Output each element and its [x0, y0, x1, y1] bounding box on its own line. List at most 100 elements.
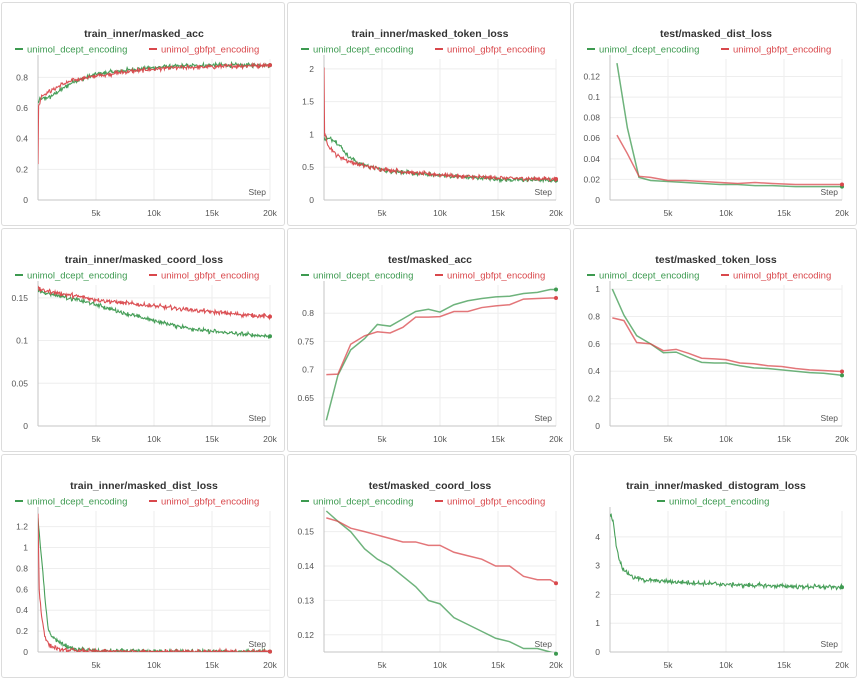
x-tick-label: 5k — [378, 660, 388, 670]
x-tick-label: 5k — [664, 434, 674, 444]
x-tick-label: 5k — [378, 434, 388, 444]
legend-item[interactable]: unimol_gbfpt_encoding — [435, 271, 545, 282]
y-tick-label: 1 — [595, 284, 600, 294]
y-tick-label: 0.13 — [297, 595, 314, 605]
y-tick-label: 0.4 — [16, 605, 28, 615]
chart-svg: test/masked_token_loss unimol_dcept_encod… — [587, 254, 850, 444]
x-axis-label: Step — [821, 187, 839, 197]
x-tick-label: 15k — [491, 660, 505, 670]
x-tick-label: 15k — [777, 660, 791, 670]
x-axis-label: Step — [821, 413, 839, 423]
legend-label: unimol_gbfpt_encoding — [447, 271, 545, 282]
legend-item[interactable]: unimol_dcept_encoding — [587, 45, 699, 56]
y-tick-label: 0.06 — [583, 133, 600, 143]
x-tick-label: 20k — [549, 208, 563, 218]
x-tick-label: 15k — [491, 434, 505, 444]
y-tick-label: 0.14 — [297, 561, 314, 571]
legend-item[interactable]: unimol_gbfpt_encoding — [721, 45, 831, 56]
series-line[interactable] — [611, 288, 843, 377]
legend-item[interactable]: unimol_gbfpt_encoding — [149, 271, 259, 282]
y-tick-label: 0.6 — [16, 103, 28, 113]
series-line[interactable] — [38, 61, 271, 165]
chart-svg: test/masked_acc unimol_dcept_encoding unim… — [297, 254, 563, 444]
series-line[interactable] — [616, 63, 842, 188]
y-tick-label: 0.4 — [588, 366, 600, 376]
y-tick-label: 0.5 — [302, 162, 314, 172]
legend-item[interactable]: unimol_dcept_encoding — [301, 45, 413, 56]
series-line[interactable] — [326, 297, 556, 376]
x-axis-label: Step — [535, 413, 553, 423]
series-line[interactable] — [325, 288, 556, 421]
series-line[interactable] — [325, 510, 556, 654]
x-tick-label: 10k — [433, 208, 447, 218]
legend-item[interactable]: unimol_gbfpt_encoding — [721, 271, 831, 282]
series-line[interactable] — [326, 517, 557, 584]
series-line[interactable] — [324, 67, 557, 183]
series-line[interactable] — [38, 285, 271, 321]
legend-item[interactable]: unimol_gbfpt_encoding — [435, 497, 545, 508]
y-tick-label: 0.4 — [16, 134, 28, 144]
y-tick-label: 0.65 — [297, 393, 314, 403]
x-tick-label: 5k — [92, 208, 102, 218]
y-tick-label: 0.2 — [16, 164, 28, 174]
chart-panel: train_inner/masked_dist_loss unimol_dcept… — [1, 454, 285, 678]
chart-panel: test/masked_dist_loss unimol_dcept_encodi… — [573, 2, 857, 226]
series-line[interactable] — [38, 513, 270, 655]
legend-item[interactable]: unimol_gbfpt_encoding — [149, 497, 259, 508]
legend-item[interactable]: unimol_dcept_encoding — [15, 271, 127, 282]
series-end-point — [268, 649, 272, 654]
y-tick-label: 0.8 — [16, 72, 28, 82]
legend-item[interactable]: unimol_dcept_encoding — [15, 45, 127, 56]
legend-item[interactable]: unimol_dcept_encoding — [15, 497, 127, 508]
chart-svg: test/masked_dist_loss unimol_dcept_encodi… — [583, 28, 849, 218]
x-tick-label: 20k — [549, 660, 563, 670]
y-tick-label: 0.2 — [588, 394, 600, 404]
y-tick-label: 0 — [595, 195, 600, 205]
legend-item[interactable]: unimol_dcept_encoding — [587, 271, 699, 282]
series-end-point — [554, 287, 558, 292]
series-end-point — [554, 581, 558, 586]
legend-label: unimol_gbfpt_encoding — [733, 45, 831, 56]
y-tick-label: 3 — [595, 561, 600, 571]
y-tick-label: 0 — [309, 195, 314, 205]
legend-item[interactable]: unimol_gbfpt_encoding — [435, 45, 545, 56]
chart-title: train_inner/masked_dist_loss — [70, 480, 218, 492]
series-end-point — [840, 182, 844, 187]
y-tick-label: 0.2 — [16, 626, 28, 636]
x-tick-label: 20k — [835, 434, 849, 444]
legend-label: unimol_dcept_encoding — [313, 497, 413, 508]
legend-item[interactable]: unimol_dcept_encoding — [657, 497, 769, 508]
chart-svg: train_inner/masked_acc unimol_dcept_encod… — [15, 28, 278, 218]
y-tick-label: 1 — [23, 543, 28, 553]
chart-panel: train_inner/masked_coord_loss unimol_dcep… — [1, 228, 285, 452]
series-line[interactable] — [616, 134, 842, 186]
y-tick-label: 0 — [23, 421, 28, 431]
series-line[interactable] — [612, 317, 843, 373]
x-tick-label: 10k — [147, 660, 161, 670]
x-tick-label: 5k — [664, 208, 674, 218]
x-tick-label: 15k — [205, 660, 219, 670]
x-axis-label: Step — [535, 639, 553, 649]
series-line[interactable] — [38, 287, 271, 340]
legend-item[interactable]: unimol_dcept_encoding — [301, 271, 413, 282]
series-line[interactable] — [610, 512, 843, 591]
y-tick-label: 0.05 — [11, 378, 28, 388]
chart-title: test/masked_token_loss — [655, 254, 777, 266]
y-tick-label: 0.8 — [588, 311, 600, 321]
x-axis-label: Step — [821, 639, 839, 649]
y-tick-label: 0.02 — [583, 174, 600, 184]
x-tick-label: 20k — [549, 434, 563, 444]
x-axis-label: Step — [249, 639, 267, 649]
legend-label: unimol_dcept_encoding — [599, 271, 699, 282]
chart-title: test/masked_dist_loss — [660, 28, 772, 40]
series-end-point — [268, 334, 272, 339]
legend-item[interactable]: unimol_gbfpt_encoding — [149, 45, 259, 56]
chart-title: train_inner/masked_token_loss — [352, 28, 509, 40]
legend-label: unimol_dcept_encoding — [669, 497, 769, 508]
x-axis-label: Step — [249, 413, 267, 423]
y-tick-label: 0.15 — [297, 527, 314, 537]
series-end-point — [840, 585, 844, 590]
x-axis-label: Step — [249, 187, 267, 197]
legend-label: unimol_dcept_encoding — [27, 497, 127, 508]
legend-item[interactable]: unimol_dcept_encoding — [301, 497, 413, 508]
